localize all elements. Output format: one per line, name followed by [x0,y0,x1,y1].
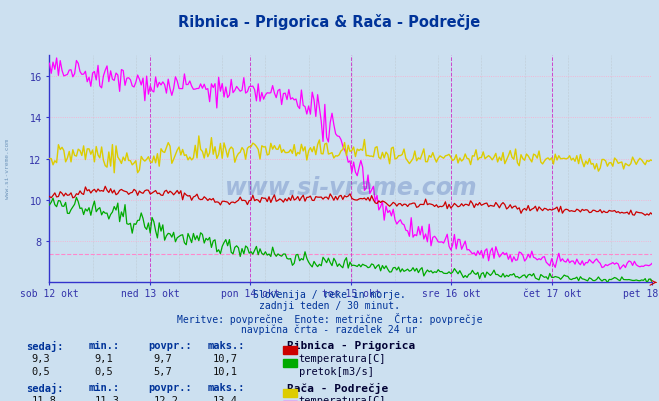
Text: 0,5: 0,5 [32,366,50,376]
Text: sedaj:: sedaj: [26,340,64,351]
Text: 10,7: 10,7 [213,353,238,363]
Text: temperatura[C]: temperatura[C] [299,395,386,401]
Text: 11,8: 11,8 [32,395,57,401]
Text: min.:: min.: [89,382,120,392]
Text: 9,1: 9,1 [94,353,113,363]
Text: www.si-vreme.com: www.si-vreme.com [5,138,11,198]
Text: 9,3: 9,3 [32,353,50,363]
Text: Rača - Podrečje: Rača - Podrečje [287,382,388,393]
Text: navpična črta - razdelek 24 ur: navpična črta - razdelek 24 ur [241,323,418,334]
Text: www.si-vreme.com: www.si-vreme.com [225,176,477,200]
Text: Meritve: povprečne  Enote: metrične  Črta: povprečje: Meritve: povprečne Enote: metrične Črta:… [177,312,482,324]
Text: zadnji teden / 30 minut.: zadnji teden / 30 minut. [259,301,400,311]
Text: 12,2: 12,2 [154,395,179,401]
Text: maks.:: maks.: [208,382,245,392]
Text: Slovenija / reke in morje.: Slovenija / reke in morje. [253,290,406,300]
Text: 5,7: 5,7 [154,366,172,376]
Text: povpr.:: povpr.: [148,382,192,392]
Text: sedaj:: sedaj: [26,382,64,393]
Text: 9,7: 9,7 [154,353,172,363]
Text: min.:: min.: [89,340,120,350]
Text: Ribnica - Prigorica: Ribnica - Prigorica [287,340,415,350]
Text: 11,3: 11,3 [94,395,119,401]
Text: 0,5: 0,5 [94,366,113,376]
Text: pretok[m3/s]: pretok[m3/s] [299,366,374,376]
Text: maks.:: maks.: [208,340,245,350]
Text: Ribnica - Prigorica & Rača - Podrečje: Ribnica - Prigorica & Rača - Podrečje [179,14,480,30]
Text: 10,1: 10,1 [213,366,238,376]
Text: temperatura[C]: temperatura[C] [299,353,386,363]
Text: 13,4: 13,4 [213,395,238,401]
Text: povpr.:: povpr.: [148,340,192,350]
